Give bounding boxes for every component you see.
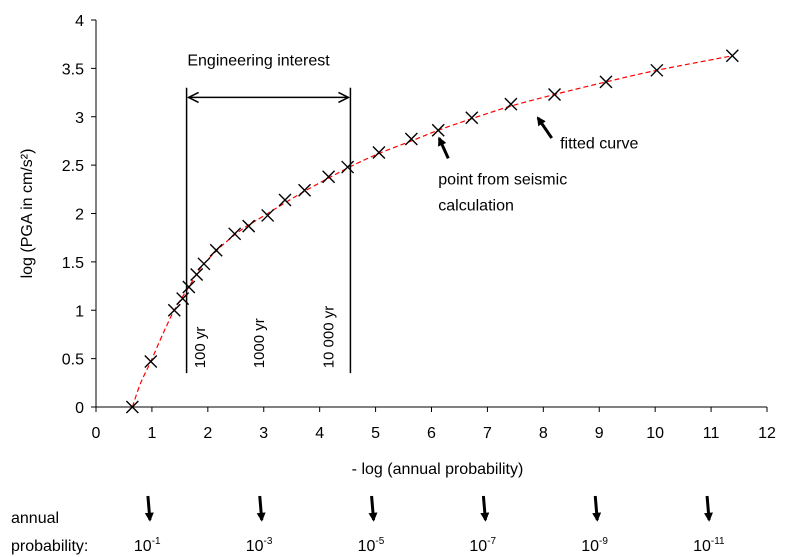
probability-down-arrow bbox=[256, 495, 266, 522]
probability-base: 10 bbox=[693, 538, 711, 555]
fitted-curve-label: fitted curve bbox=[560, 136, 638, 153]
x-tick-label: 8 bbox=[539, 425, 548, 442]
probability-exponent: -1 bbox=[152, 536, 161, 547]
y-tick-label: 2.5 bbox=[62, 158, 84, 175]
data-point-marker bbox=[261, 208, 275, 222]
annotation-layer: Engineering interest 100 yr 1000 yr 10 000 … bbox=[185, 53, 638, 374]
x-tick-label: 2 bbox=[203, 425, 212, 442]
data-point-marker bbox=[197, 257, 211, 271]
probability-exponent: -7 bbox=[487, 536, 496, 547]
return-period-label: 1000 yr bbox=[251, 318, 268, 368]
probability-title-line2: probability: bbox=[11, 538, 88, 555]
probability-tick-label: 10-9 bbox=[581, 536, 608, 555]
probability-base: 10 bbox=[469, 538, 487, 555]
data-point-marker bbox=[125, 400, 139, 414]
y-tick-label: 4 bbox=[75, 13, 84, 30]
probability-base: 10 bbox=[134, 538, 152, 555]
data-point-marker bbox=[431, 123, 445, 137]
fitted-curve-line bbox=[131, 55, 733, 408]
x-tick-label: 12 bbox=[758, 425, 776, 442]
x-tick-label: 1 bbox=[147, 425, 156, 442]
fitted-curve-arrow bbox=[536, 116, 553, 139]
probability-tick-label: 10-1 bbox=[134, 536, 161, 555]
data-point-marker bbox=[599, 75, 613, 89]
probability-tick-label: 10-7 bbox=[469, 536, 496, 555]
probability-exponent: -3 bbox=[264, 536, 273, 547]
x-tick-label: 10 bbox=[646, 425, 664, 442]
probability-tick-label: 10-5 bbox=[358, 536, 385, 555]
data-point-marker bbox=[209, 243, 223, 257]
engineering-interest-label: Engineering interest bbox=[187, 53, 330, 70]
y-tick-label: 0.5 bbox=[62, 352, 84, 369]
y-tick-label: 0 bbox=[75, 400, 84, 417]
fitted-curve-layer bbox=[131, 55, 733, 408]
x-tick-label: 3 bbox=[259, 425, 268, 442]
data-point-marker bbox=[504, 97, 518, 111]
probability-exponent: -9 bbox=[599, 536, 608, 547]
data-point-marker bbox=[298, 183, 312, 197]
y-axis-title: log (PGA in cm/s²) bbox=[19, 149, 36, 279]
x-axis-title: - log (annual probability) bbox=[352, 461, 524, 478]
data-point-marker bbox=[548, 88, 562, 101]
data-point-marker bbox=[650, 63, 664, 77]
data-point-marker bbox=[372, 146, 386, 160]
data-point-marker bbox=[144, 355, 158, 369]
data-point-marker bbox=[242, 219, 256, 233]
point-label-arrow bbox=[437, 136, 450, 159]
x-tick-label: 4 bbox=[315, 425, 324, 442]
data-point-marker bbox=[228, 227, 242, 241]
probability-down-arrow bbox=[592, 495, 602, 522]
y-tick-label: 3 bbox=[75, 110, 84, 127]
probability-down-arrow bbox=[368, 495, 378, 522]
probability-base: 10 bbox=[246, 538, 264, 555]
data-point-marker bbox=[182, 280, 196, 294]
x-tick-label: 7 bbox=[483, 425, 492, 442]
probability-down-arrow bbox=[704, 495, 713, 522]
x-tick-label: 0 bbox=[92, 425, 101, 442]
probability-tick-label: 10-3 bbox=[246, 536, 273, 555]
probability-tick-label: 10-11 bbox=[693, 536, 725, 555]
y-tick-label: 3.5 bbox=[62, 61, 84, 78]
y-tick-label: 2 bbox=[75, 207, 84, 224]
probability-exponent: -5 bbox=[375, 536, 384, 547]
probability-base: 10 bbox=[581, 538, 599, 555]
data-point-marker bbox=[278, 193, 292, 207]
return-period-label: 10 000 yr bbox=[321, 306, 338, 369]
probability-exponent: -11 bbox=[711, 536, 725, 547]
point-label-line2: calculation bbox=[438, 198, 514, 215]
y-tick-label: 1 bbox=[75, 303, 84, 320]
data-point-marker bbox=[725, 49, 739, 63]
point-label-line1: point from seismic bbox=[438, 171, 567, 188]
data-point-marker bbox=[322, 170, 336, 184]
data-point-marker bbox=[190, 267, 204, 281]
data-point-marker bbox=[465, 111, 479, 125]
return-period-label: 100 yr bbox=[192, 327, 209, 369]
y-tick-label: 1.5 bbox=[62, 255, 84, 272]
probability-down-arrow bbox=[144, 495, 154, 522]
x-tick-label: 6 bbox=[427, 425, 436, 442]
x-tick-label: 11 bbox=[703, 425, 720, 442]
data-point-marker bbox=[167, 303, 181, 317]
probability-title-line1: annual bbox=[11, 510, 59, 527]
x-tick-label: 5 bbox=[371, 425, 380, 442]
probability-down-arrow bbox=[480, 495, 490, 522]
data-point-marker bbox=[404, 132, 418, 146]
data-point-marker bbox=[341, 160, 355, 174]
points-layer bbox=[125, 49, 739, 414]
x-tick-label: 9 bbox=[595, 425, 604, 442]
probability-base: 10 bbox=[358, 538, 376, 555]
